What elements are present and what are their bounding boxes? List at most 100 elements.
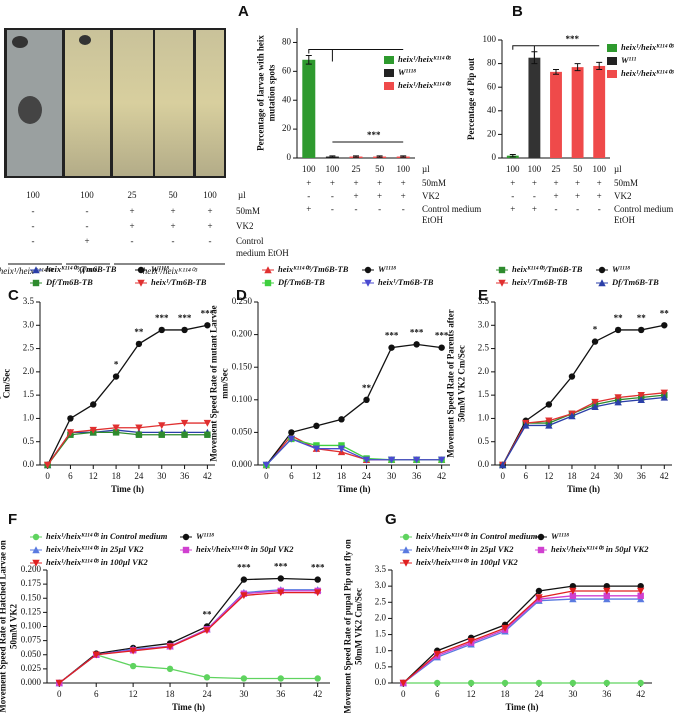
error-bar: [353, 155, 359, 158]
significance-label: ***: [178, 313, 192, 323]
x-tick-label: 18: [567, 471, 577, 481]
marker: [66, 429, 75, 437]
x-tick-label: 42: [437, 471, 446, 481]
error-bar: [574, 63, 581, 72]
x-tick-label: 36: [412, 471, 422, 481]
marker: [661, 322, 668, 329]
marker: [264, 266, 272, 274]
treatment-cell: -: [32, 206, 35, 216]
panel-letter: C: [8, 287, 19, 304]
y-tick-label: 60: [282, 65, 292, 75]
panel-letter: E: [478, 287, 488, 304]
x-tick-label: 30: [239, 689, 249, 699]
marker: [182, 546, 190, 554]
y-tick-label: 0.100: [232, 394, 253, 404]
x-tick-label: 42: [660, 471, 669, 481]
treatment-cell: -: [32, 236, 35, 246]
marker: [92, 651, 100, 659]
treatment-cell: +: [330, 178, 335, 188]
treatment-cell: -: [555, 204, 558, 214]
x-tick-label: 42: [203, 471, 212, 481]
marker: [598, 266, 606, 274]
marker: [603, 592, 610, 600]
legend-label: Df/Tm6B-TB: [277, 277, 325, 287]
series-line: [402, 590, 641, 684]
series-line: [47, 324, 208, 466]
treatment-cell: +: [401, 191, 406, 201]
y-tick-label: 0.150: [21, 592, 42, 602]
x-tick-label: 100: [326, 164, 340, 174]
y-tick-label: 0.175: [21, 578, 42, 588]
treatment-cell: +: [553, 178, 558, 188]
marker: [135, 424, 143, 432]
marker: [312, 445, 321, 453]
significance-label: ***: [274, 562, 288, 572]
treatment-label: 50mM: [614, 178, 638, 188]
treatment-cell: +: [597, 178, 602, 188]
marker: [402, 546, 410, 554]
y-tick-label: 1.5: [375, 629, 387, 639]
error-bar: [553, 69, 559, 75]
marker: [203, 674, 211, 681]
significance-label: ***: [201, 308, 215, 318]
marker: [434, 679, 441, 687]
treatment-cell: +: [532, 204, 537, 214]
marker: [545, 417, 553, 425]
marker: [498, 279, 506, 287]
legend-label: W¹¹¹: [621, 55, 637, 65]
series-line: [58, 654, 318, 684]
significance-bracket: [512, 45, 600, 58]
marker: [182, 533, 190, 541]
legend-swatch: [607, 70, 617, 78]
x-tick-label: 12: [89, 471, 98, 481]
marker: [158, 431, 165, 438]
marker: [277, 575, 284, 582]
marker: [204, 431, 211, 438]
y-tick-label: 1.5: [478, 389, 490, 399]
series-line: [58, 590, 318, 684]
marker: [364, 266, 372, 274]
treatment-cell: -: [32, 221, 35, 231]
x-tick-label: 6: [68, 471, 73, 481]
x-tick-label: 36: [276, 689, 286, 699]
treatment-cell: +: [306, 178, 311, 188]
marker: [614, 394, 622, 402]
legend-label: W¹¹¹⁸: [378, 264, 396, 274]
legend-label: W¹¹¹⁸: [151, 264, 169, 274]
marker: [387, 456, 396, 464]
x-tick-label: 0: [57, 689, 62, 699]
marker: [569, 679, 577, 687]
y-tick-label: 0.250: [232, 296, 253, 306]
x-tick-label: 30: [614, 471, 624, 481]
x-unit: µl: [422, 164, 430, 174]
legend-label: Df/Tm6B-TB: [45, 277, 93, 287]
marker: [438, 344, 445, 351]
x-axis-label: Time (h): [505, 702, 538, 712]
marker: [67, 415, 74, 422]
y-tick-label: 1.0: [375, 645, 387, 655]
y-tick-label: 3.0: [375, 580, 387, 590]
x-tick-label: 12: [467, 689, 476, 699]
treatment-cell: -: [86, 221, 89, 231]
legend-label: W¹¹¹⁸: [398, 67, 416, 77]
marker: [660, 389, 669, 397]
treatment-cell: +: [401, 178, 406, 188]
x-tick-label: 18: [337, 471, 347, 481]
marker: [338, 416, 345, 423]
legend-label: W¹¹¹⁸: [612, 264, 630, 274]
x-tick-label: 18: [166, 689, 176, 699]
marker: [402, 533, 410, 541]
legend-label: heix¹/heixᴷ¹¹⁴⁰³: [621, 68, 674, 78]
marker: [433, 650, 441, 658]
treatment-cell: +: [84, 236, 89, 246]
treatment-label: VK2: [422, 191, 440, 201]
marker: [568, 373, 576, 380]
marker: [32, 266, 40, 274]
y-tick-label: 60: [487, 81, 497, 91]
treatment-cell: +: [597, 191, 602, 201]
treatment-label: medium EtOH: [236, 248, 289, 258]
series-line: [402, 585, 641, 684]
y-tick-label: 0.5: [23, 436, 35, 446]
y-tick-label: 2.5: [23, 343, 35, 353]
